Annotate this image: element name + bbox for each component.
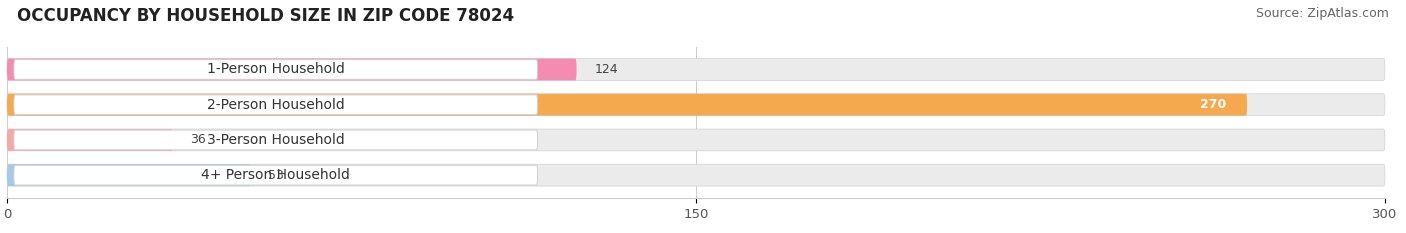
Text: 270: 270: [1201, 98, 1226, 111]
Text: 53: 53: [269, 169, 284, 182]
Text: Source: ZipAtlas.com: Source: ZipAtlas.com: [1256, 7, 1389, 20]
FancyBboxPatch shape: [14, 130, 537, 150]
FancyBboxPatch shape: [7, 58, 576, 80]
FancyBboxPatch shape: [7, 94, 1385, 116]
FancyBboxPatch shape: [7, 164, 250, 186]
Text: 4+ Person Household: 4+ Person Household: [201, 168, 350, 182]
Text: 1-Person Household: 1-Person Household: [207, 62, 344, 76]
Text: 2-Person Household: 2-Person Household: [207, 98, 344, 112]
Text: 36: 36: [190, 134, 207, 146]
Text: 3-Person Household: 3-Person Household: [207, 133, 344, 147]
Text: 124: 124: [595, 63, 619, 76]
FancyBboxPatch shape: [7, 94, 1247, 116]
FancyBboxPatch shape: [14, 95, 537, 115]
FancyBboxPatch shape: [14, 60, 537, 79]
FancyBboxPatch shape: [7, 129, 1385, 151]
FancyBboxPatch shape: [14, 165, 537, 185]
FancyBboxPatch shape: [7, 164, 1385, 186]
FancyBboxPatch shape: [7, 58, 1385, 80]
Text: OCCUPANCY BY HOUSEHOLD SIZE IN ZIP CODE 78024: OCCUPANCY BY HOUSEHOLD SIZE IN ZIP CODE …: [17, 7, 515, 25]
FancyBboxPatch shape: [7, 129, 173, 151]
